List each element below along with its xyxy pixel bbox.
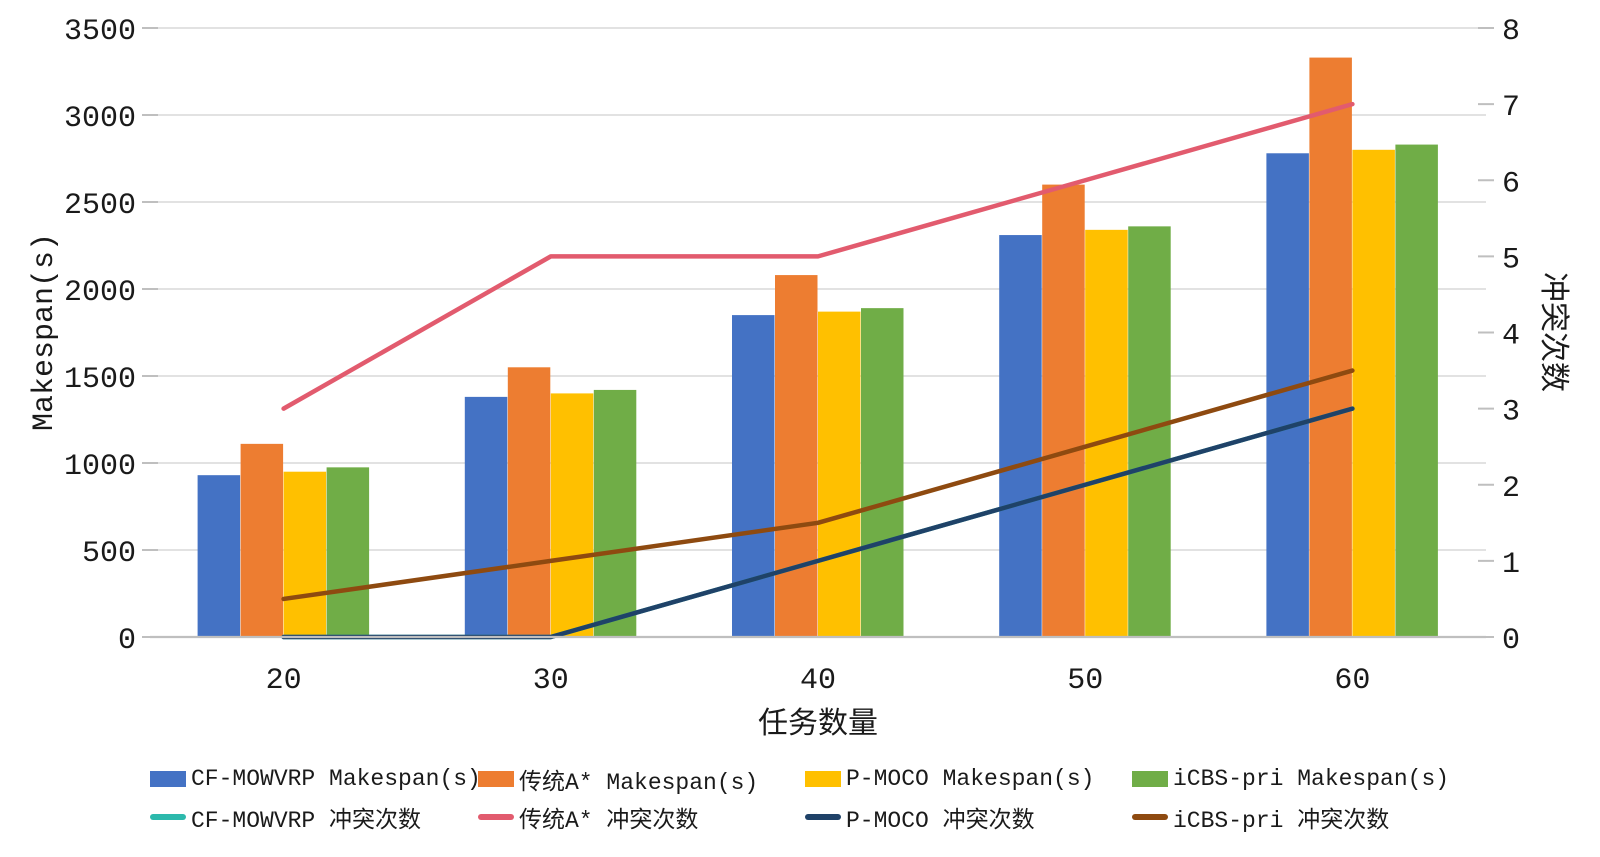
bar [326, 467, 370, 637]
bar [464, 396, 508, 637]
legend-swatch-bar [1132, 771, 1168, 787]
bar [1085, 229, 1128, 637]
bar [593, 389, 637, 637]
legend-label: iCBS-pri Makespan(s) [1173, 766, 1450, 792]
y2-axis-tick-label: 3 [1502, 396, 1520, 430]
bar [240, 443, 284, 637]
bar [1395, 144, 1438, 637]
legend-label: iCBS-pri 冲突次数 [1173, 808, 1390, 834]
legend-item: CF-MOWVRP Makespan(s) [150, 762, 481, 796]
bar [775, 275, 818, 637]
line-series [281, 368, 1355, 602]
legend-swatch-bar [478, 771, 514, 787]
bar [507, 367, 551, 637]
legend-label: P-MOCO Makespan(s) [846, 766, 1095, 792]
y-axis-tick-label: 2000 [64, 276, 136, 310]
legend-item: 传统A* Makespan(s) [478, 762, 758, 796]
legend-item: 传统A* 冲突次数 [478, 800, 698, 834]
y-axis-tick-label: 500 [82, 537, 136, 571]
legend-label: 传统A* Makespan(s) [519, 770, 759, 796]
bar [861, 308, 904, 637]
legend-item: CF-MOWVRP 冲突次数 [150, 800, 421, 834]
legend-item: iCBS-pri Makespan(s) [1132, 762, 1449, 796]
x-axis-tick-label: 40 [800, 664, 836, 698]
legend-swatch-bar [805, 771, 841, 787]
y2-axis-title: 冲突次数 [1534, 272, 1570, 392]
bar [818, 311, 861, 637]
y-axis-tick-label: 3000 [64, 102, 136, 136]
legend-item: P-MOCO 冲突次数 [805, 800, 1035, 834]
x-axis-tick-label: 60 [1334, 664, 1370, 698]
bar [197, 475, 241, 637]
legend-swatch-line [150, 814, 186, 820]
y-axis-tick-label: 1000 [64, 450, 136, 484]
bar [1352, 149, 1395, 638]
legend-label: CF-MOWVRP 冲突次数 [191, 808, 422, 834]
bar [1309, 57, 1352, 637]
legend-label: P-MOCO 冲突次数 [846, 808, 1035, 834]
legend-item: P-MOCO Makespan(s) [805, 762, 1094, 796]
legend-label: CF-MOWVRP Makespan(s) [191, 766, 481, 792]
x-axis-tick-label: 30 [533, 664, 569, 698]
legend-swatch-line [478, 814, 514, 820]
legend-swatch-line [805, 814, 841, 820]
bar [999, 235, 1042, 637]
legend-item: iCBS-pri 冲突次数 [1132, 800, 1389, 834]
y-axis-tick-label: 1500 [64, 363, 136, 397]
legend-swatch-bar [150, 771, 186, 787]
bar [1042, 184, 1085, 637]
y2-axis-tick-label: 1 [1502, 548, 1520, 582]
legend-label: 传统A* 冲突次数 [519, 808, 699, 834]
bar [732, 315, 775, 637]
y2-axis-tick-label: 2 [1502, 472, 1520, 506]
y2-axis-tick-label: 0 [1502, 624, 1520, 658]
x-axis-tick-label: 20 [266, 664, 302, 698]
bar [283, 471, 327, 637]
y-axis-tick-label: 2500 [64, 189, 136, 223]
bar [550, 393, 594, 637]
y2-axis-tick-label: 5 [1502, 243, 1520, 277]
axis-layer: 0 500 1000 1500 2000 2500 3000 3500 0 1 2 3 4 5 6 7 8 20 3… [64, 15, 1520, 698]
x-axis-tick-label: 50 [1067, 664, 1103, 698]
y-axis-title: Makespan(s) [28, 233, 62, 431]
chart-plot-area: 0 500 1000 1500 2000 2500 3000 3500 0 1 2 3 4 5 6 7 8 20 3… [28, 15, 1570, 743]
line-series [281, 101, 1355, 411]
y2-axis-tick-label: 6 [1502, 167, 1520, 201]
y2-axis-tick-label: 7 [1502, 91, 1520, 125]
y2-axis-tick-label: 8 [1502, 15, 1520, 49]
legend-swatch-line [1132, 814, 1168, 820]
x-axis-title: 任务数量 [758, 707, 878, 743]
y-axis-tick-label: 3500 [64, 15, 136, 49]
y2-axis-tick-label: 4 [1502, 320, 1520, 354]
y-axis-tick-label: 0 [118, 624, 136, 658]
